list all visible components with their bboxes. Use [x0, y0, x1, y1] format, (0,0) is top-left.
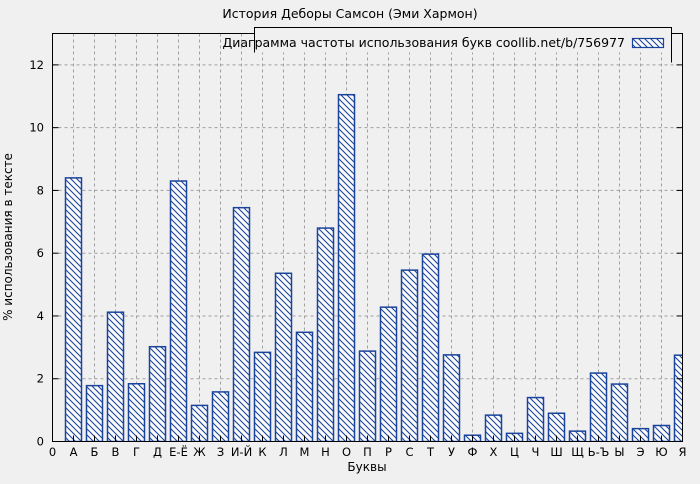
x-tick-label: Я: [679, 445, 687, 459]
x-tick-label: И-Й: [231, 444, 252, 459]
x-tick-label: Е-Ё: [169, 444, 188, 459]
legend-box-border: [254, 27, 672, 63]
y-tick-label: 8: [37, 183, 44, 197]
x-tick-label: У: [448, 445, 455, 459]
x-tick-label: П: [363, 445, 372, 459]
y-tick-label: 12: [29, 58, 44, 72]
bar-Е-Ё: [169, 180, 188, 442]
bar-Р: [379, 306, 398, 442]
x-tick-label: О: [342, 445, 351, 459]
bar-Ч: [526, 396, 545, 442]
x-tick-label: Ю: [655, 445, 667, 459]
bar-А: [64, 177, 83, 442]
legend-box-bg: [254, 27, 672, 53]
x-tick-label: Ы: [614, 445, 624, 459]
x-tick-label: Б: [91, 445, 99, 459]
x-tick-label: Щ: [571, 445, 584, 459]
legend: Диаграмма частоты использования букв coo…: [222, 27, 672, 63]
bar-В: [106, 311, 125, 442]
bar-Г: [127, 383, 146, 442]
x-tick-label: Ж: [193, 445, 206, 459]
x-axis-label: Буквы: [347, 460, 386, 474]
x-tick-label: Н: [321, 445, 330, 459]
x-tick-label: Ч: [532, 445, 540, 459]
bar-З: [211, 391, 230, 442]
bars-group: [64, 93, 683, 442]
x-tick-label: Ь-Ъ: [588, 445, 610, 459]
x-origin-label: 0: [49, 445, 56, 459]
bar-К: [253, 351, 272, 442]
x-tick-label: Т: [426, 445, 435, 459]
x-tick-label: Ц: [510, 445, 519, 459]
y-tick-label: 4: [37, 309, 44, 323]
bar-И-Й: [232, 206, 251, 442]
x-tick-label: Л: [279, 445, 288, 459]
y-axis-label: % использования в тексте: [1, 153, 15, 321]
x-tick-label: Э: [636, 445, 644, 459]
chart-title: История Деборы Самсон (Эми Хармон): [222, 6, 477, 21]
bar-П: [358, 350, 377, 442]
x-tick-label: Р: [385, 445, 392, 459]
x-tick-label: Д: [153, 445, 162, 459]
bar-Д: [148, 345, 167, 442]
y-tick-label: 0: [37, 435, 44, 449]
x-tick-label: З: [217, 445, 224, 459]
bar-Л: [274, 272, 293, 442]
y-tick-label: 6: [37, 246, 44, 260]
tick-marks: [52, 64, 683, 442]
x-tick-label: Г: [133, 445, 140, 459]
bar-Т: [421, 253, 440, 442]
bar-Ы: [610, 383, 629, 442]
bar-Б: [85, 384, 104, 442]
x-tick-label: К: [258, 445, 266, 459]
bar-С: [400, 269, 419, 442]
bar-Я: [673, 354, 683, 442]
legend-swatch: [631, 37, 665, 49]
y-tick-label: 10: [29, 121, 44, 135]
y-tick-label: 2: [37, 372, 44, 386]
bar-Х: [484, 414, 503, 442]
bar-Н: [316, 227, 335, 442]
bar-У: [442, 354, 461, 442]
bar-Ь-Ъ: [589, 372, 608, 442]
bar-О: [337, 93, 356, 442]
x-tick-label: А: [70, 445, 78, 459]
legend-label: Диаграмма частоты использования букв coo…: [222, 35, 625, 50]
x-tick-label: Х: [490, 445, 498, 459]
bar-М: [295, 331, 314, 442]
x-tick-label: С: [405, 445, 413, 459]
x-tick-label: Ф: [468, 445, 478, 459]
x-tick-label: Ш: [550, 445, 562, 459]
x-tick-label: В: [112, 445, 120, 459]
x-tick-label: М: [300, 445, 310, 459]
